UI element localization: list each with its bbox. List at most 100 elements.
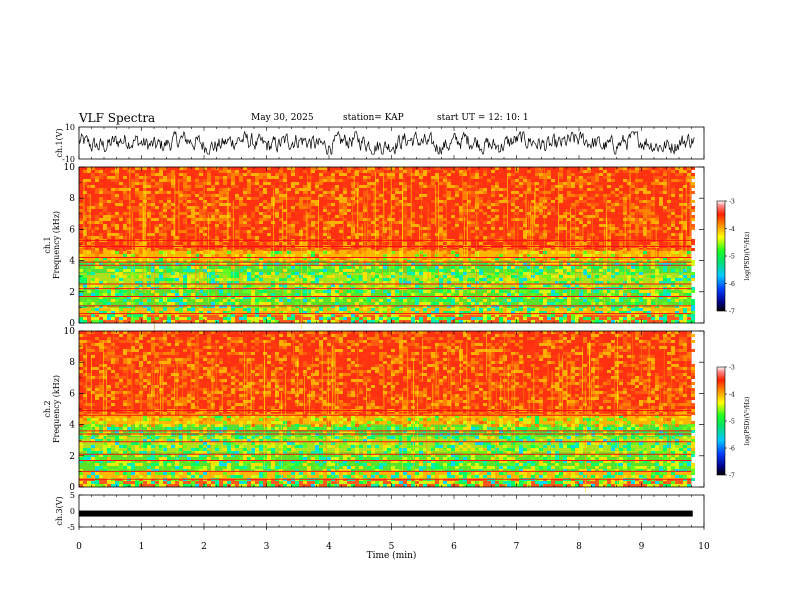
ch1-heatmap-cell [515,263,519,266]
ch1-heatmap-cell [515,191,519,194]
ch1-heatmap-cell [407,230,411,233]
ch1-heatmap-cell [299,176,303,179]
ch1-heatmap-cell [191,215,195,218]
ch1-heatmap-cell [135,263,139,266]
ch2-heatmap-cell [87,376,91,379]
ch1-heatmap-cell [439,284,443,287]
ch1-heatmap-cell [651,200,655,203]
ch1-heatmap-cell [251,296,255,299]
ch1-heatmap-cell [599,230,603,233]
ch1-heatmap-cell [223,170,227,173]
ch1-heatmap-cell [627,317,631,320]
ch1-heatmap-cell [455,305,459,308]
ch1-heatmap-cell [687,173,691,176]
ch1-heatmap-cell [347,266,351,269]
ch1-heatmap-cell [395,170,399,173]
ch1-heatmap-cell [255,236,259,239]
ch1-heatmap-cell [259,278,263,281]
ch1-heatmap-cell [259,215,263,218]
ch1-heatmap-cell [523,314,527,317]
ch1-heatmap-cell [263,179,267,182]
ch1-heatmap-cell [327,233,331,236]
ch1-heatmap-cell [687,242,691,245]
ch1-heatmap-cell [271,254,275,257]
ch1-heatmap-cell [407,248,411,251]
ch1-heatmap-cell [99,251,103,254]
ch1-heatmap-cell [99,191,103,194]
ch1-heatmap-cell [115,257,119,260]
ch1-heatmap-cell [375,263,379,266]
ch1-heatmap-cell [95,254,99,257]
ch1-heatmap-cell [439,200,443,203]
ch1-heatmap-cell [275,299,279,302]
ch1-heatmap-cell [311,296,315,299]
ch1-heatmap-cell [219,266,223,269]
ch1-heatmap-cell [91,185,95,188]
ch1-heatmap-cell [667,293,671,296]
ch1-heatmap-cell [151,269,155,272]
ch1-heatmap-cell [99,296,103,299]
ch1-heatmap-cell [619,266,623,269]
ch1-heatmap-cell [355,275,359,278]
ch1-heatmap-cell [455,218,459,221]
ch1-heatmap-cell [539,212,543,215]
ch1-heatmap-cell [479,200,483,203]
ch1-heatmap-cell [639,293,643,296]
ch1-heatmap-cell [599,185,603,188]
ch1-heatmap-cell [307,236,311,239]
ch1-heatmap-cell [399,272,403,275]
ch1-heatmap-cell [499,227,503,230]
ch1-colorbar-tick-label: -6 [729,281,735,288]
ch1-heatmap-cell [579,188,583,191]
ch1-heatmap-cell [99,284,103,287]
ch1-heatmap-cell [367,188,371,191]
ch1-heatmap-cell [583,194,587,197]
ch1-heatmap-cell [99,203,103,206]
ch1-heatmap-cell [171,203,175,206]
ch1-heatmap-cell [515,209,519,212]
ch1-heatmap-cell [607,293,611,296]
ch1-heatmap-cell [639,188,643,191]
ch1-heatmap-cell [251,254,255,257]
ch1-heatmap-cell [407,203,411,206]
ch1-heatmap-cell [395,221,399,224]
ch1-heatmap-cell [83,179,87,182]
ch1-heatmap-cell [467,269,471,272]
ch1-heatmap-cell [295,173,299,176]
ch1-heatmap-cell [599,281,603,284]
ch1-heatmap-cell [139,242,143,245]
ch1-heatmap-cell [459,212,463,215]
ch1-heatmap-cell [127,206,131,209]
ch1-heatmap-cell [79,179,83,182]
ch1-heatmap-cell [439,317,443,320]
ch1-heatmap-cell [215,275,219,278]
ch1-heatmap-cell [115,167,119,170]
ch1-heatmap-cell [331,260,335,263]
ch1-heatmap-cell [203,260,207,263]
ch1-heatmap-cell [131,266,135,269]
ch1-heatmap-cell [279,284,283,287]
ch1-heatmap-cell [583,257,587,260]
ch1-heatmap-cell [175,263,179,266]
ch1-heatmap-cell [519,272,523,275]
ch1-heatmap-cell [491,275,495,278]
ch1-heatmap-cell [627,242,631,245]
ch1-heatmap-cell [315,254,319,257]
ch1-heatmap-cell [115,179,119,182]
ch1-heatmap-cell [411,257,415,260]
ch1-heatmap-cell [167,260,171,263]
ch1-heatmap-cell [563,320,567,323]
ch1-heatmap-cell [95,191,99,194]
ch1-heatmap-cell [495,230,499,233]
ch1-heatmap-cell [495,254,499,257]
ch1-heatmap-cell [459,254,463,257]
ch2-heatmap-cell [99,394,103,397]
ch2-heatmap-cell [95,448,99,451]
ch1-heatmap-cell [667,299,671,302]
ch1-heatmap-cell [299,227,303,230]
ch1-heatmap-cell [431,251,435,254]
ch1-heatmap-cell [147,233,151,236]
ch1-heatmap-cell [399,299,403,302]
ch1-heatmap-cell [567,179,571,182]
ch1-heatmap-cell [175,299,179,302]
